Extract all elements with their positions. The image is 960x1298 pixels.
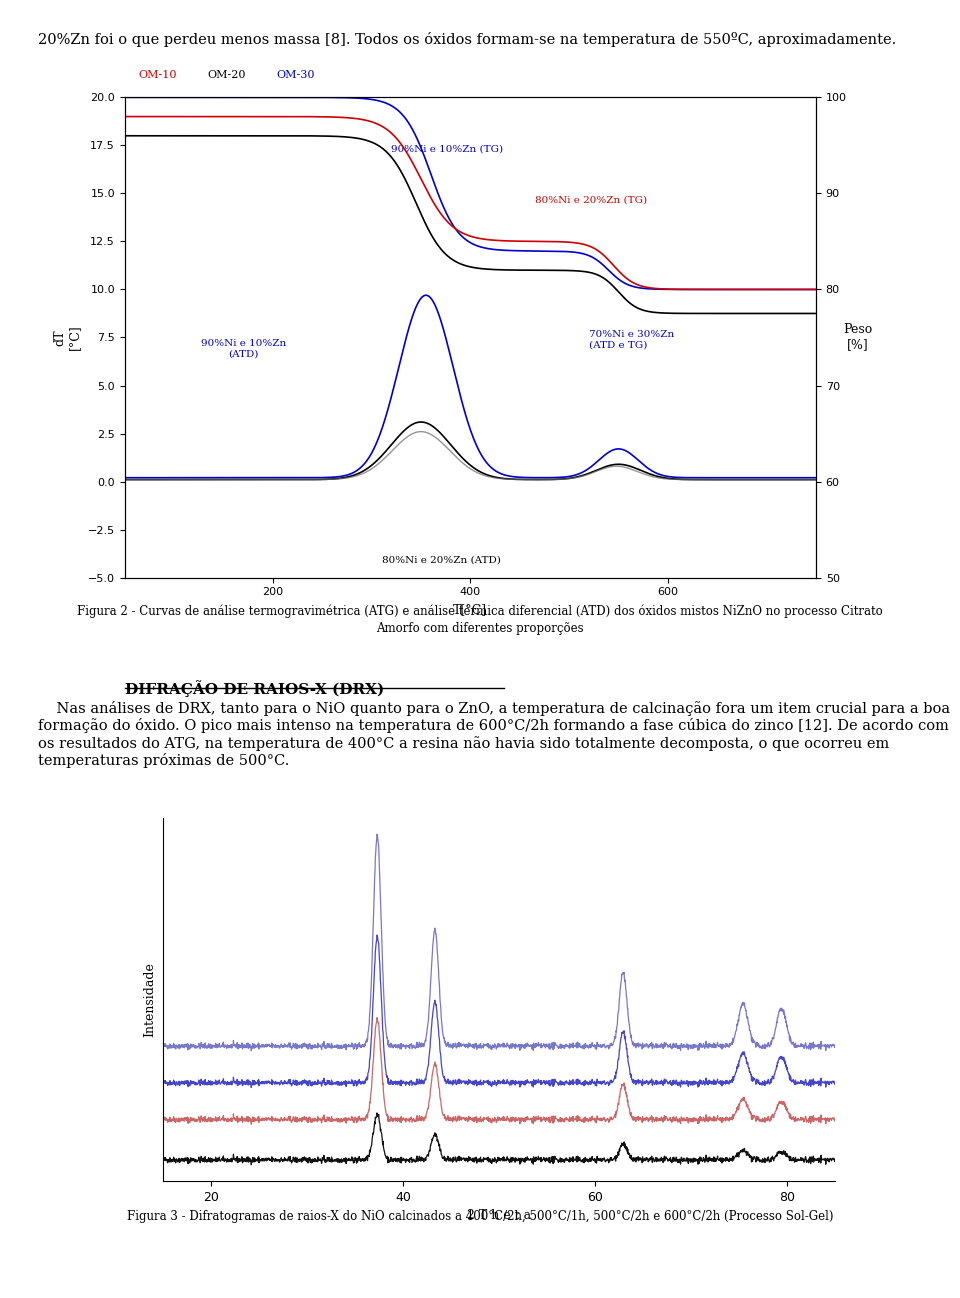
Text: 90%Ni e 10%Zn
(ATD): 90%Ni e 10%Zn (ATD) <box>201 339 286 358</box>
Text: Figura 2 - Curvas de análise termogravimétrica (ATG) e análise térmica diferenci: Figura 2 - Curvas de análise termogravim… <box>77 605 883 618</box>
Text: OM-10: OM-10 <box>138 70 178 80</box>
Text: DIFRAÇÃO DE RAIOS-X (DRX): DIFRAÇÃO DE RAIOS-X (DRX) <box>125 680 384 697</box>
Text: 20%Zn foi o que perdeu menos massa [8]. Todos os óxidos formam-se na temperatura: 20%Zn foi o que perdeu menos massa [8]. … <box>38 32 897 48</box>
Y-axis label: Intensidade: Intensidade <box>143 962 156 1037</box>
Text: OM-30: OM-30 <box>276 70 316 80</box>
Text: 70%Ni e 30%Zn
(ATD e TG): 70%Ni e 30%Zn (ATD e TG) <box>588 330 674 349</box>
Text: 80%Ni e 20%Zn (ATD): 80%Ni e 20%Zn (ATD) <box>381 556 500 565</box>
Text: Nas análises de DRX, tanto para o NiO quanto para o ZnO, a temperatura de calcin: Nas análises de DRX, tanto para o NiO qu… <box>38 701 950 768</box>
Text: Amorfo com diferentes proporções: Amorfo com diferentes proporções <box>376 622 584 635</box>
X-axis label: 2 T h e t a: 2 T h e t a <box>468 1210 531 1223</box>
Text: 80%Ni e 20%Zn (TG): 80%Ni e 20%Zn (TG) <box>535 196 647 205</box>
Text: 90%Ni e 10%Zn (TG): 90%Ni e 10%Zn (TG) <box>392 144 504 153</box>
Text: Figura 3 - Difratogramas de raios-X do NiO calcinados a 400°C/2h, 500°C/1h, 500°: Figura 3 - Difratogramas de raios-X do N… <box>127 1210 833 1223</box>
Y-axis label: dT
[°C]: dT [°C] <box>53 324 81 350</box>
Y-axis label: Peso
[%]: Peso [%] <box>843 323 873 352</box>
X-axis label: T[°C]: T[°C] <box>453 602 488 615</box>
Text: OM-20: OM-20 <box>207 70 247 80</box>
